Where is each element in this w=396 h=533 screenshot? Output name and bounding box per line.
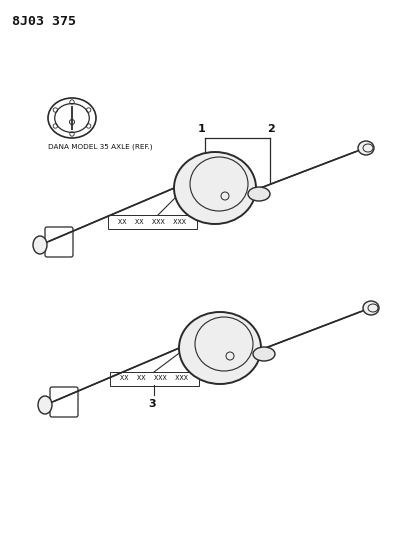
Ellipse shape [363, 301, 379, 315]
Text: 3: 3 [148, 399, 156, 409]
Text: 8J03 375: 8J03 375 [12, 15, 76, 28]
Text: DANA MODEL 35 AXLE (REF.): DANA MODEL 35 AXLE (REF.) [48, 143, 152, 149]
Text: XX  XX  XXX  XXX: XX XX XXX XXX [118, 219, 186, 224]
Ellipse shape [38, 396, 52, 414]
Text: XX  XX  XXX  XXX: XX XX XXX XXX [120, 376, 188, 382]
Ellipse shape [179, 312, 261, 384]
Ellipse shape [253, 347, 275, 361]
Ellipse shape [358, 141, 374, 155]
Ellipse shape [33, 236, 47, 254]
Text: 2: 2 [267, 124, 275, 134]
Ellipse shape [174, 152, 256, 224]
Text: 1: 1 [198, 124, 206, 134]
Ellipse shape [248, 187, 270, 201]
